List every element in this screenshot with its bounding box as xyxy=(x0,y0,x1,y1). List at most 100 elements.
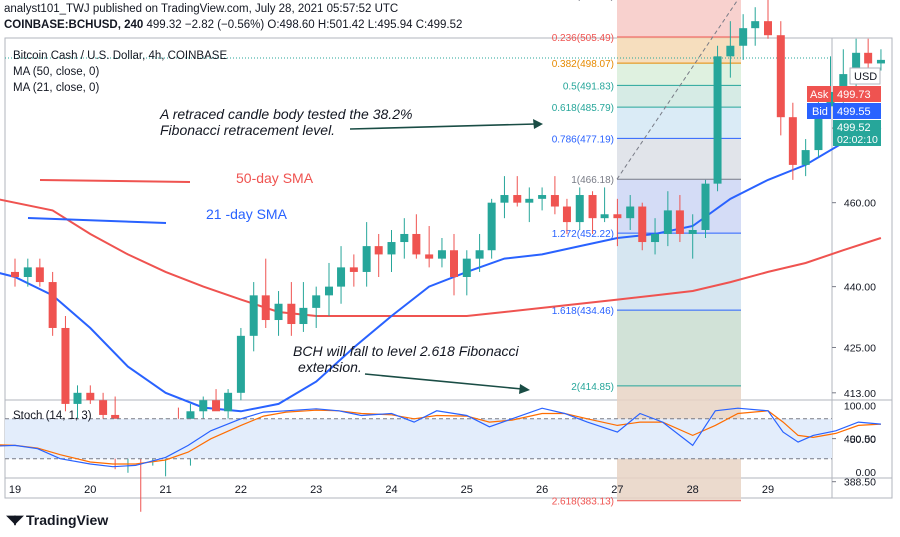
fib-zone xyxy=(617,107,741,139)
time-axis[interactable]: 19 20 21 22 23 24 25 26 27 28 29 xyxy=(9,484,774,496)
candle-body xyxy=(876,59,885,64)
candle-body xyxy=(688,229,697,234)
annotation-bottom-line2: extension. xyxy=(298,359,362,375)
candle-body xyxy=(788,117,797,165)
candle-body xyxy=(675,210,684,234)
last-price-tag-bg xyxy=(833,120,881,146)
ask-tag-value: 499.73 xyxy=(837,89,871,101)
currency-badge-bg xyxy=(849,67,881,85)
chart-frame xyxy=(4,37,893,499)
candle-body xyxy=(864,52,873,64)
stochastic-pane xyxy=(0,407,881,468)
candle-body xyxy=(776,35,785,118)
candle-body xyxy=(287,303,296,325)
last-price-tag: 499.52 xyxy=(837,122,871,134)
fib-level-label: 0.382(498.07) xyxy=(552,59,614,70)
time-axis-label: 26 xyxy=(536,484,548,496)
time-axis-label: 29 xyxy=(762,484,774,496)
symbol: COINBASE:BCHUSD, 240 xyxy=(4,19,144,31)
bid-tag-bg xyxy=(833,103,881,119)
time-axis-label: 27 xyxy=(611,484,623,496)
ma50-legend: MA (50, close, 0) xyxy=(13,66,99,78)
time-axis-label: 23 xyxy=(310,484,322,496)
candle-body xyxy=(701,183,710,230)
fib-level-label: 0.618(485.79) xyxy=(552,103,614,114)
candle-body xyxy=(224,392,233,412)
stoch-band xyxy=(5,418,832,459)
candle-body xyxy=(575,195,584,223)
annotation-bottom-line1: BCH will fall to level 2.618 Fibonacci xyxy=(293,343,520,359)
tradingview-brand: TradingView xyxy=(26,512,109,528)
fib-level-label: 1.618(434.46) xyxy=(552,306,614,317)
tradingview-logo-icon: ◥◤ xyxy=(6,512,24,527)
candle-body xyxy=(562,206,571,223)
candle-body xyxy=(513,195,522,203)
price-axis-label: 440.00 xyxy=(844,282,876,294)
candle-body xyxy=(23,267,32,277)
fib-zone xyxy=(617,310,741,386)
fib-level-label: 0.5(491.83) xyxy=(563,81,614,92)
sma21-marker-line xyxy=(27,217,167,224)
candle-body xyxy=(412,233,421,255)
time-axis-label: 22 xyxy=(235,484,247,496)
fib-level-label: 0.236(505.49) xyxy=(552,33,614,44)
candle-body xyxy=(764,21,772,36)
price-axis-label: 460.00 xyxy=(844,198,876,210)
tradingview-logo[interactable]: ◥◤ TradingView xyxy=(6,512,108,528)
candle-body xyxy=(11,271,19,277)
annotation-top-arrow xyxy=(349,123,537,130)
candle-body xyxy=(651,233,660,243)
fib-zone xyxy=(617,85,741,108)
time-axis-label: 19 xyxy=(9,484,21,496)
fib-level-label: 0(517.51) xyxy=(571,0,614,2)
stoch-title: Stoch (14, 1, 3) xyxy=(13,410,92,422)
candle-body xyxy=(86,392,95,401)
currency-badge[interactable]: USD xyxy=(854,71,877,83)
price-axis-label: 388.50 xyxy=(844,477,876,489)
candle-body xyxy=(337,267,346,287)
stoch-axis-label: 0.00 xyxy=(856,467,877,479)
candle-body xyxy=(713,56,722,184)
price-change: −2.82 (−0.56%) xyxy=(184,19,265,31)
annotation-bottom-arrow xyxy=(364,373,523,390)
ma21-line xyxy=(0,127,882,413)
candle-body xyxy=(61,327,70,404)
candle-body xyxy=(814,106,823,151)
ma50-line xyxy=(0,198,882,317)
candle-body xyxy=(852,52,861,75)
candle-body xyxy=(638,206,647,243)
candle-body xyxy=(236,335,245,393)
publish-line: analyst101_TWJ published on TradingView.… xyxy=(4,3,399,15)
bid-tag-label: Bid xyxy=(812,106,828,118)
candle-body xyxy=(400,233,409,243)
last-price: 499.32 xyxy=(146,19,182,31)
candle-body xyxy=(73,392,82,404)
candle-body xyxy=(261,295,270,321)
ma21-legend: MA (21, close, 0) xyxy=(13,82,99,94)
candle-body xyxy=(839,74,848,92)
ask-tag-bg xyxy=(833,86,881,102)
fib-level-label: 2(414.85) xyxy=(571,382,614,393)
candle-body xyxy=(600,214,609,219)
stoch-k-line xyxy=(0,407,881,468)
symbol-line: COINBASE:BCHUSD, 240 499.32 −2.82 (−0.56… xyxy=(4,19,462,31)
candle-body xyxy=(801,150,810,165)
candle-body xyxy=(199,400,208,412)
ask-tag-label: Ask xyxy=(810,89,829,101)
candle-body xyxy=(212,400,221,412)
candle-body xyxy=(437,250,446,259)
candle-body xyxy=(99,400,108,415)
sma50-label: 50-day SMA xyxy=(236,170,314,186)
fib-zone xyxy=(617,63,741,86)
candle-body xyxy=(387,242,396,255)
candle-body xyxy=(500,195,509,203)
candle-body xyxy=(550,195,559,207)
time-axis-label: 20 xyxy=(84,484,96,496)
chart-title: Bitcoin Cash / U.S. Dollar, 4h, COINBASE xyxy=(13,50,227,62)
candle-body xyxy=(613,214,622,219)
candle-body xyxy=(249,295,258,336)
candle-body xyxy=(362,246,371,272)
moving-averages xyxy=(0,127,882,413)
fib-level-label: 2.618(383.13) xyxy=(552,497,614,508)
